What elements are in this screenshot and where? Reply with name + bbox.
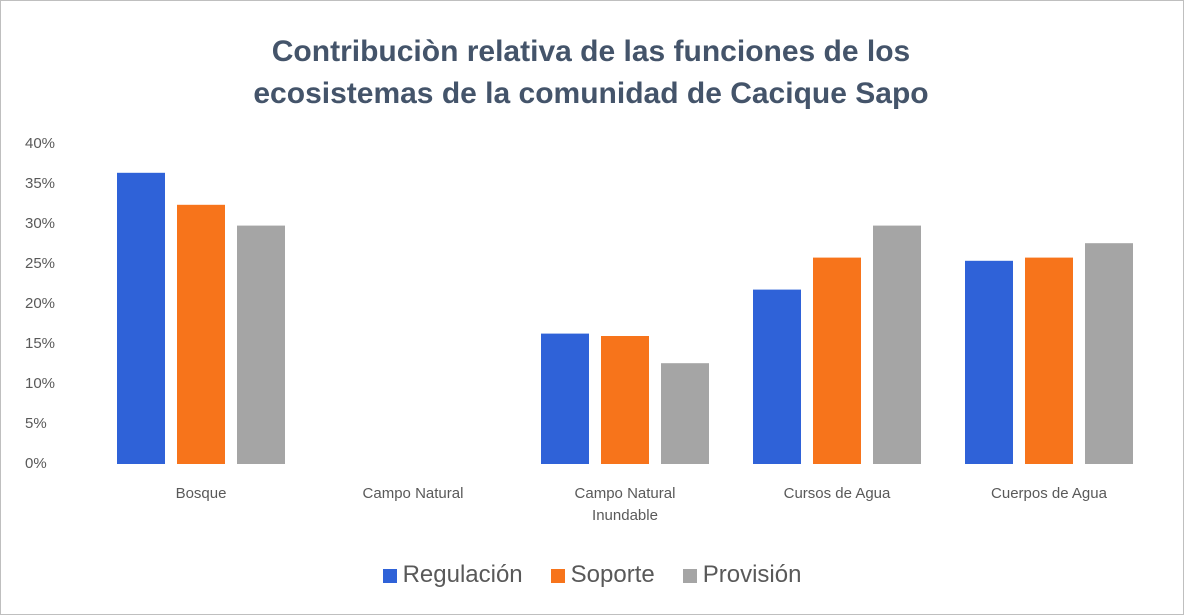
legend-label: Provisión	[702, 561, 802, 588]
y-tick-label: 5%	[25, 415, 47, 432]
bar	[1085, 243, 1133, 464]
bar	[237, 225, 285, 464]
y-tick-label: 30%	[25, 215, 55, 232]
chart-title: Contribuciòn relativa de las funciones d…	[253, 35, 929, 110]
x-tick-label: Bosque	[175, 485, 227, 502]
legend-label: Soporte	[570, 561, 655, 588]
legend: Regulación Soporte Provisión	[1, 561, 1183, 589]
legend-label: Regulación	[402, 561, 523, 588]
bar	[661, 363, 709, 464]
x-tick-label: Campo Natural Inundable	[574, 485, 676, 524]
x-tick-label: Cuerpos de Agua	[991, 485, 1107, 502]
y-tick-label: 40%	[25, 135, 55, 152]
legend-item: Provisión	[682, 561, 802, 589]
y-tick-label: 20%	[25, 295, 55, 312]
legend-swatch	[382, 568, 397, 583]
y-tick-label: 10%	[25, 375, 55, 392]
bar	[1025, 257, 1073, 464]
legend-item: Soporte	[550, 561, 655, 589]
y-tick-label: 15%	[25, 335, 55, 352]
y-tick-label: 25%	[25, 255, 55, 272]
bar	[117, 172, 165, 465]
y-tick-label: 35%	[25, 175, 55, 192]
legend-swatch	[550, 568, 565, 583]
bar	[965, 260, 1013, 464]
y-tick-label: 0%	[25, 455, 47, 472]
bar	[601, 336, 649, 464]
legend-swatch	[682, 568, 697, 583]
bar	[873, 225, 921, 464]
x-tick-label: Cursos de Agua	[783, 485, 891, 502]
bar	[177, 204, 225, 465]
bar	[753, 289, 801, 464]
bar	[813, 257, 861, 464]
x-tick-label: Campo Natural	[362, 485, 464, 502]
bar	[541, 333, 589, 464]
legend-item: Regulación	[382, 561, 523, 589]
